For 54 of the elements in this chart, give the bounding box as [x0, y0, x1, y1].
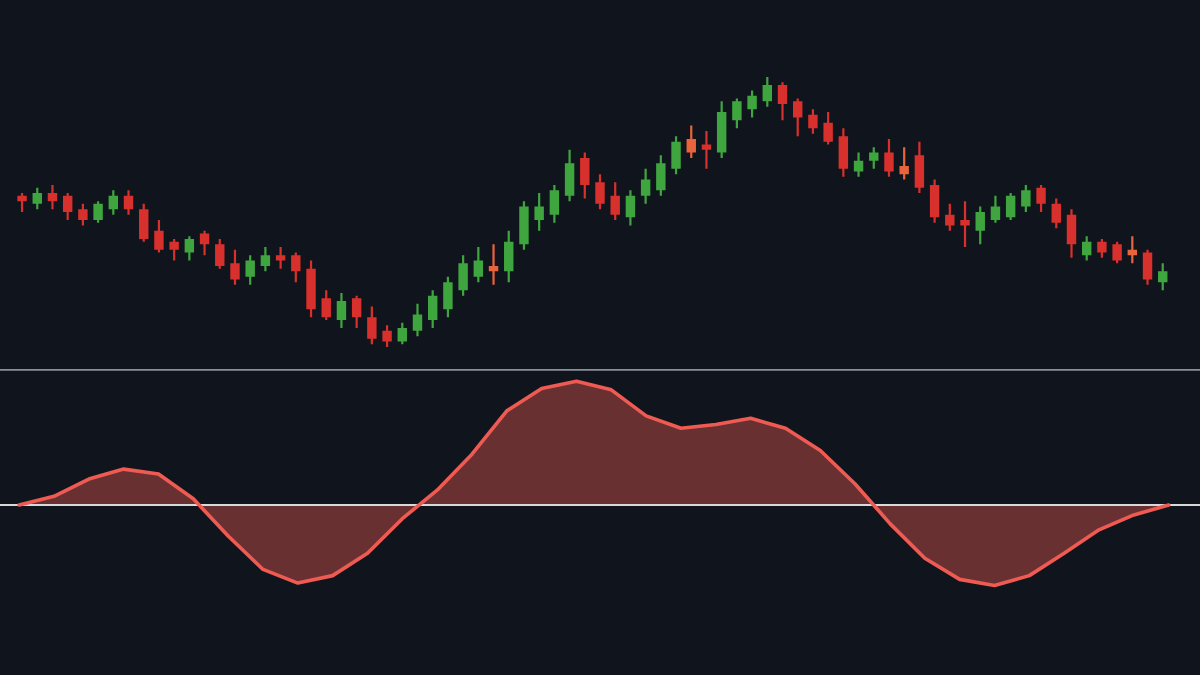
candlestick [245, 254, 255, 286]
candlestick [975, 205, 985, 246]
candlestick [610, 181, 620, 222]
candlestick [595, 173, 605, 211]
candlestick [640, 167, 651, 205]
candlestick [321, 289, 331, 322]
candlestick [686, 124, 696, 160]
candlestick [793, 97, 803, 138]
candlestick [412, 302, 423, 338]
candlestick [808, 108, 818, 135]
candlestick [93, 200, 103, 224]
candlestick [747, 89, 757, 119]
candlestick [945, 202, 955, 232]
candlestick [1112, 240, 1122, 265]
candlestick [367, 305, 377, 346]
candlestick [473, 245, 484, 284]
candlestick [823, 110, 833, 146]
candlestick [884, 137, 894, 178]
candlestick [382, 324, 392, 349]
candlestick [1005, 191, 1016, 222]
candlestick [78, 202, 88, 227]
candlestick [732, 97, 742, 130]
candlestick [1021, 183, 1031, 214]
candlestick [899, 146, 909, 181]
candlestick [1051, 197, 1061, 230]
candlestick [336, 291, 347, 330]
candlestick [534, 191, 544, 232]
candlestick [169, 237, 179, 262]
candlestick [1081, 235, 1092, 262]
candlestick [230, 248, 240, 286]
candlestick [990, 194, 1001, 224]
candlestick [260, 245, 271, 273]
candlestick [869, 146, 879, 170]
candlestick [154, 218, 164, 254]
candlestick [17, 191, 27, 214]
candlestick [1158, 262, 1168, 292]
candlestick [1097, 237, 1107, 259]
candlestick [351, 294, 362, 330]
candlestick [625, 189, 636, 227]
candlestick [397, 321, 407, 346]
candlestick [32, 186, 42, 211]
candlestick [108, 189, 119, 216]
candlestick [184, 235, 195, 262]
candlestick [275, 245, 286, 270]
candlestick [291, 251, 301, 284]
candlestick [762, 75, 773, 108]
candlestick [1036, 183, 1046, 214]
candlestick [62, 191, 73, 222]
candlestick [47, 183, 58, 211]
candlestick [960, 200, 970, 249]
candlestick [701, 129, 712, 170]
candlestick [123, 189, 134, 216]
candlestick [777, 81, 788, 122]
candlestick [215, 237, 225, 270]
